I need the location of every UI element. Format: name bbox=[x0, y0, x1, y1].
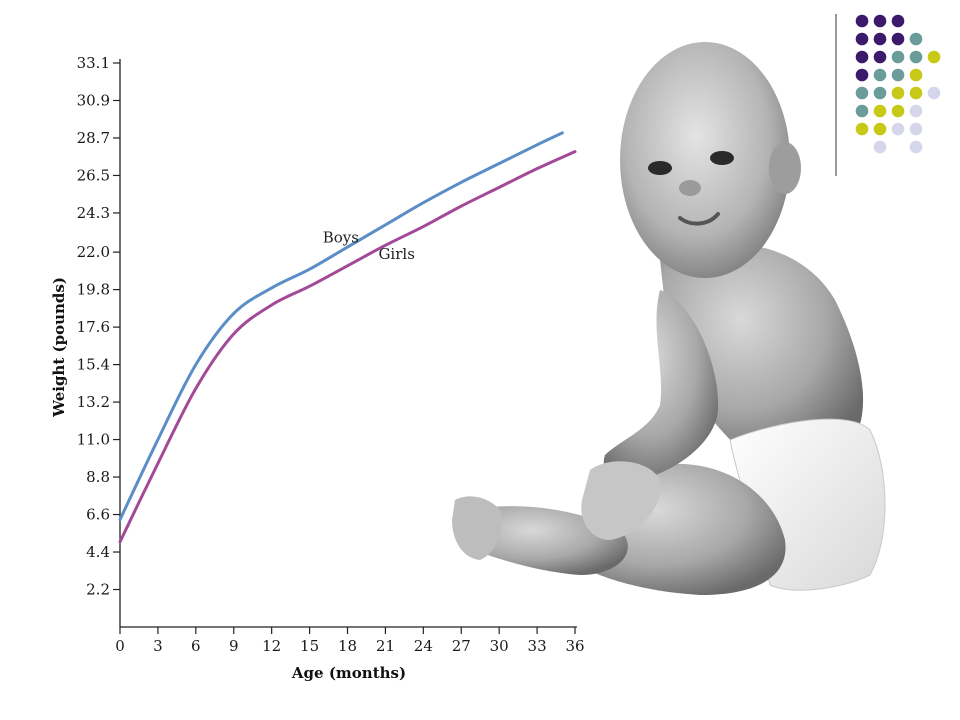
y-axis-title: Weight (pounds) bbox=[50, 277, 68, 418]
y-tick-label: 30.9 bbox=[77, 91, 110, 109]
baby-ear bbox=[769, 142, 801, 194]
y-tick-label: 26.5 bbox=[77, 166, 110, 184]
y-axis: 2.2 4.4 6.6 8.8 11.0 13.2 15.4 17.6 19.8 22.0 24.3… bbox=[77, 54, 121, 627]
decor-dot bbox=[909, 86, 923, 100]
y-tick-label: 28.7 bbox=[77, 129, 110, 147]
baby-foot bbox=[452, 496, 502, 560]
baby-eye-right bbox=[710, 151, 734, 165]
y-tick-label: 33.1 bbox=[77, 54, 110, 72]
y-tick-label: 13.2 bbox=[77, 393, 110, 411]
decor-dot bbox=[855, 32, 869, 46]
decor-dot bbox=[909, 140, 923, 154]
weight-chart: 2.2 4.4 6.6 8.8 11.0 13.2 15.4 17.6 19.8 22.0 24.3… bbox=[50, 54, 585, 682]
x-tick-label: 24 bbox=[414, 637, 433, 655]
x-tick-label: 21 bbox=[376, 637, 395, 655]
decor-dot bbox=[855, 68, 869, 82]
baby-eye-left bbox=[648, 161, 672, 175]
y-tick-label: 15.4 bbox=[77, 356, 110, 374]
x-tick-label: 18 bbox=[338, 637, 357, 655]
series-line-boys bbox=[118, 131, 564, 522]
decor-dot bbox=[873, 14, 887, 28]
decor-dot bbox=[855, 86, 869, 100]
x-tick-label: 12 bbox=[262, 637, 281, 655]
decor-dot bbox=[891, 68, 905, 82]
decor-dot bbox=[909, 50, 923, 64]
decor-dot bbox=[909, 32, 923, 46]
decor-dot bbox=[855, 104, 869, 118]
decor-dot bbox=[873, 122, 887, 136]
decor-dot bbox=[909, 122, 923, 136]
decor-dot bbox=[873, 32, 887, 46]
decor-dot bbox=[909, 104, 923, 118]
decor-dot bbox=[891, 14, 905, 28]
series-label-boys: Boys bbox=[323, 228, 359, 246]
baby-photo bbox=[452, 42, 886, 595]
series-label-girls: Girls bbox=[378, 245, 414, 263]
decor-dot bbox=[891, 122, 905, 136]
baby-mouth bbox=[678, 212, 720, 226]
baby-arm bbox=[603, 290, 719, 481]
x-tick-label: 27 bbox=[452, 637, 471, 655]
x-tick-label: 36 bbox=[565, 637, 584, 655]
decor-dot bbox=[873, 86, 887, 100]
x-tick-label: 33 bbox=[528, 637, 547, 655]
y-tick-label: 6.6 bbox=[86, 506, 110, 524]
y-tick-label: 17.6 bbox=[77, 318, 110, 336]
decor-dot bbox=[855, 122, 869, 136]
y-tick-label: 2.2 bbox=[86, 581, 110, 599]
y-tick-label: 4.4 bbox=[86, 543, 110, 561]
y-tick-label: 19.8 bbox=[77, 281, 110, 299]
baby-head bbox=[620, 42, 790, 278]
series-line-girls bbox=[118, 150, 577, 544]
decor-dot bbox=[927, 50, 941, 64]
decor-dot bbox=[855, 50, 869, 64]
y-tick-label: 22.0 bbox=[77, 243, 110, 261]
decor-dot bbox=[873, 140, 887, 154]
baby-hand bbox=[581, 461, 661, 540]
x-tick-label: 0 bbox=[115, 637, 125, 655]
baby-nose bbox=[679, 180, 701, 196]
decor-dot bbox=[891, 86, 905, 100]
decor-dot bbox=[891, 50, 905, 64]
x-tick-label: 30 bbox=[490, 637, 509, 655]
x-tick-label: 9 bbox=[229, 637, 239, 655]
decor-dot bbox=[891, 104, 905, 118]
x-tick-label: 3 bbox=[153, 637, 163, 655]
decor-dot bbox=[873, 104, 887, 118]
decor-dot bbox=[873, 68, 887, 82]
decor-dot bbox=[927, 86, 941, 100]
x-axis-title: Age (months) bbox=[291, 664, 406, 682]
x-tick-label: 6 bbox=[191, 637, 201, 655]
x-tick-label: 15 bbox=[300, 637, 319, 655]
series-labels: Boys Girls bbox=[323, 228, 415, 262]
y-tick-label: 11.0 bbox=[77, 431, 110, 449]
y-tick-label: 8.8 bbox=[86, 468, 110, 486]
decor-dot bbox=[873, 50, 887, 64]
decorative-dot-grid bbox=[855, 14, 941, 154]
decor-dot bbox=[891, 32, 905, 46]
y-tick-label: 24.3 bbox=[77, 204, 110, 222]
decor-dot bbox=[855, 14, 869, 28]
x-axis: 0 3 6 9 12 15 18 21 24 27 30 33 36 bbox=[115, 626, 585, 655]
decor-dot bbox=[909, 68, 923, 82]
series-lines bbox=[118, 131, 577, 544]
